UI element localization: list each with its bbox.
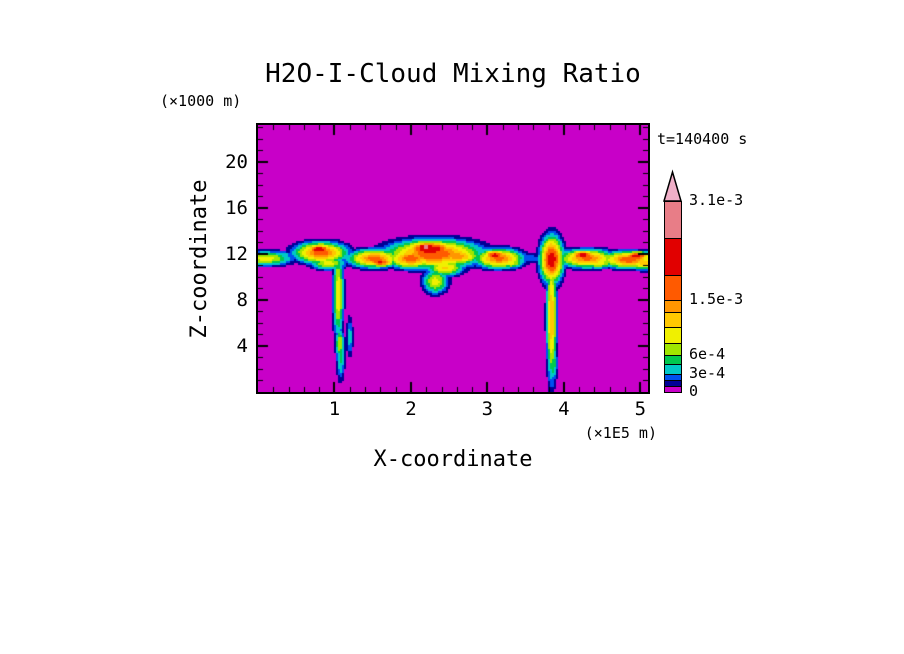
colorbar-segment xyxy=(664,327,682,344)
colorbar-segment xyxy=(664,238,682,276)
colorbar-segment xyxy=(664,355,682,365)
y-tick-label: 8 xyxy=(236,288,248,311)
y-tick-label: 12 xyxy=(225,242,248,265)
colorbar-segment xyxy=(664,364,682,375)
colorbar-over-arrow xyxy=(662,169,683,202)
colorbar-segment xyxy=(664,201,682,239)
time-annotation: t=140400 s xyxy=(657,130,748,148)
plot-border xyxy=(256,123,650,394)
colorbar-segment xyxy=(664,380,682,387)
y-axis-unit-label: (×1000 m) xyxy=(160,92,242,110)
colorbar-segment xyxy=(664,343,682,356)
x-tick-label: 5 xyxy=(634,398,647,420)
y-tick-label: 20 xyxy=(225,150,248,173)
y-axis-title: Z-coordinate xyxy=(187,179,212,339)
x-tick-label: 1 xyxy=(328,398,341,420)
colorbar-segment xyxy=(664,275,682,301)
colorbar-segment xyxy=(664,312,682,328)
chart-title: H2O-I-Cloud Mixing Ratio xyxy=(265,59,641,89)
y-tick-label: 16 xyxy=(225,196,248,219)
y-tick-label: 4 xyxy=(236,334,248,357)
x-tick-label: 3 xyxy=(481,398,494,420)
colorbar-tick-label: 1.5e-3 xyxy=(689,289,744,308)
colorbar-tick-label: 0 xyxy=(689,382,699,400)
x-tick-label: 2 xyxy=(405,398,417,420)
colorbar-segment xyxy=(664,374,682,381)
colorbar-segment xyxy=(664,386,682,393)
x-axis-title: X-coordinate xyxy=(373,447,533,472)
x-axis-unit-label: (×1E5 m) xyxy=(584,424,657,442)
colorbar-tick-label: 6e-4 xyxy=(689,345,726,364)
x-tick-label: 4 xyxy=(558,398,570,420)
heatmap-canvas xyxy=(258,125,648,392)
colorbar-tick-label: 3e-4 xyxy=(689,363,726,382)
colorbar-segment xyxy=(664,300,682,313)
colorbar-tick-label: 3.1e-3 xyxy=(689,191,744,209)
